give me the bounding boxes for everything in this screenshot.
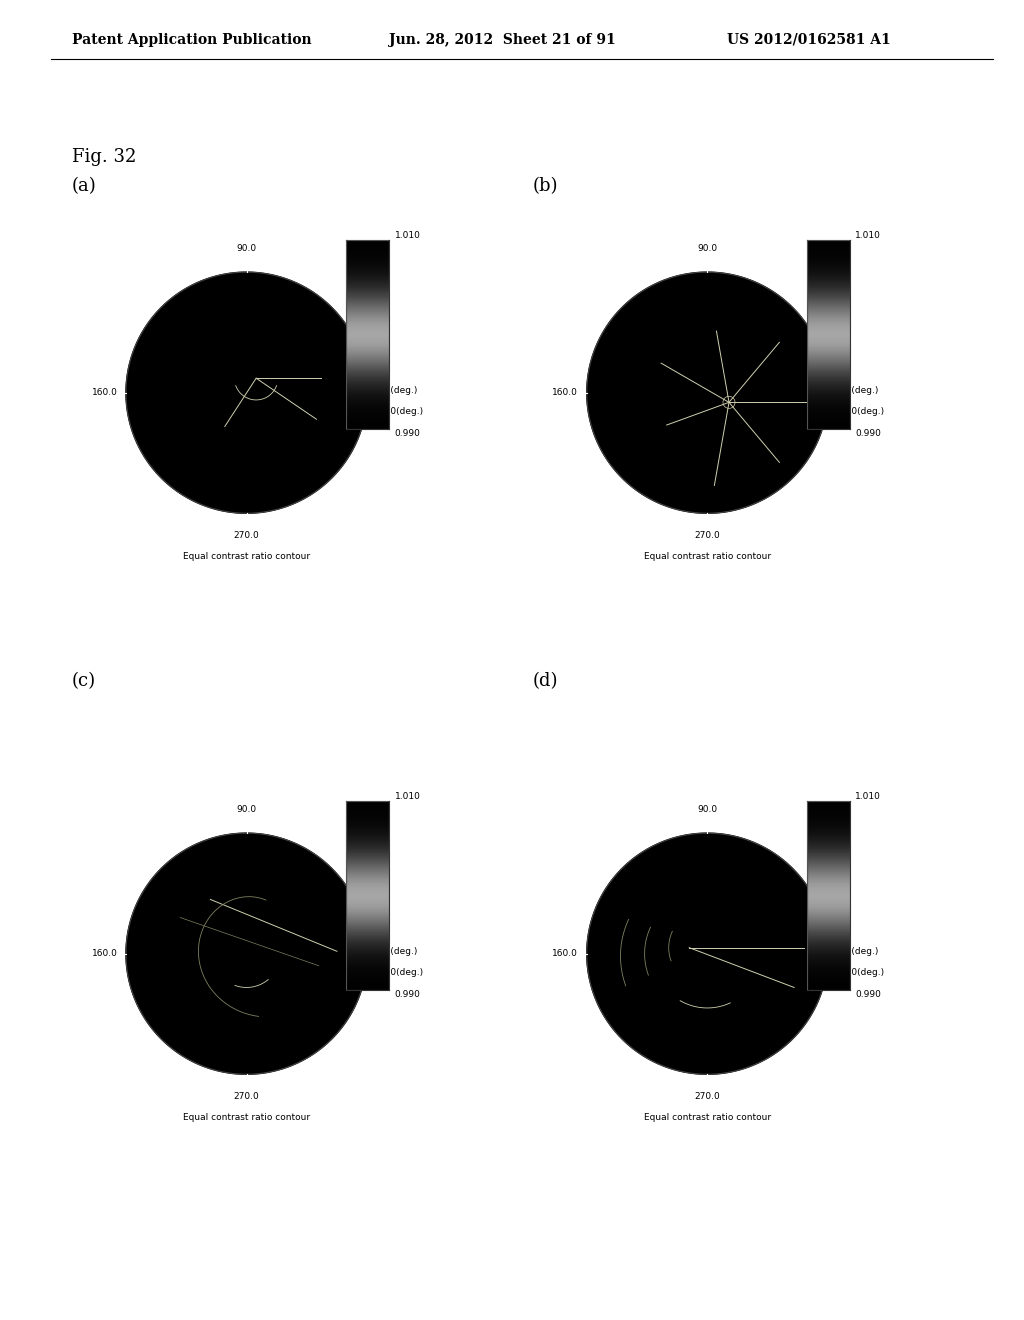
Text: (d): (d) — [532, 672, 558, 690]
Text: US 2012/0162581 A1: US 2012/0162581 A1 — [727, 33, 891, 46]
Text: 160.0: 160.0 — [91, 388, 118, 397]
Text: 1.010: 1.010 — [855, 231, 882, 240]
Polygon shape — [587, 272, 827, 513]
Text: 270.0: 270.0 — [694, 532, 720, 540]
Text: 0.0(deg.): 0.0(deg.) — [377, 946, 418, 956]
Text: 0.990: 0.990 — [855, 990, 882, 999]
Text: Fig. 32: Fig. 32 — [72, 148, 136, 166]
Text: 80.0(deg.): 80.0(deg.) — [377, 408, 424, 417]
Text: 270.0: 270.0 — [233, 1093, 259, 1101]
Text: 0.990: 0.990 — [394, 429, 421, 438]
Text: 80.0(deg.): 80.0(deg.) — [838, 969, 885, 978]
Text: 160.0: 160.0 — [552, 388, 579, 397]
Text: 270.0: 270.0 — [233, 532, 259, 540]
Text: 80.0(deg.): 80.0(deg.) — [377, 969, 424, 978]
Polygon shape — [587, 833, 827, 1074]
Text: 1.010: 1.010 — [855, 792, 882, 801]
Text: Equal contrast ratio contour: Equal contrast ratio contour — [183, 1113, 310, 1122]
Text: Equal contrast ratio contour: Equal contrast ratio contour — [644, 1113, 771, 1122]
Polygon shape — [126, 272, 367, 513]
Text: 0.990: 0.990 — [394, 990, 421, 999]
Text: 80.0(deg.): 80.0(deg.) — [838, 408, 885, 417]
Polygon shape — [126, 833, 367, 1074]
Text: 0.0(deg.): 0.0(deg.) — [377, 385, 418, 395]
Text: 1.010: 1.010 — [394, 231, 421, 240]
Text: 0.990: 0.990 — [855, 429, 882, 438]
Text: (b): (b) — [532, 177, 558, 195]
Text: 160.0: 160.0 — [552, 949, 579, 958]
Text: 0.0(deg.): 0.0(deg.) — [838, 946, 879, 956]
Text: Jun. 28, 2012  Sheet 21 of 91: Jun. 28, 2012 Sheet 21 of 91 — [389, 33, 615, 46]
Text: Equal contrast ratio contour: Equal contrast ratio contour — [644, 552, 771, 561]
Text: Patent Application Publication: Patent Application Publication — [72, 33, 311, 46]
Text: 0.0(deg.): 0.0(deg.) — [838, 385, 879, 395]
Text: 270.0: 270.0 — [694, 1093, 720, 1101]
Text: 160.0: 160.0 — [91, 949, 118, 958]
Text: 90.0: 90.0 — [697, 805, 718, 814]
Text: Equal contrast ratio contour: Equal contrast ratio contour — [183, 552, 310, 561]
Text: 90.0: 90.0 — [237, 805, 257, 814]
Text: (c): (c) — [72, 672, 96, 690]
Text: 90.0: 90.0 — [237, 244, 257, 253]
Text: 90.0: 90.0 — [697, 244, 718, 253]
Text: (a): (a) — [72, 177, 96, 195]
Text: 1.010: 1.010 — [394, 792, 421, 801]
